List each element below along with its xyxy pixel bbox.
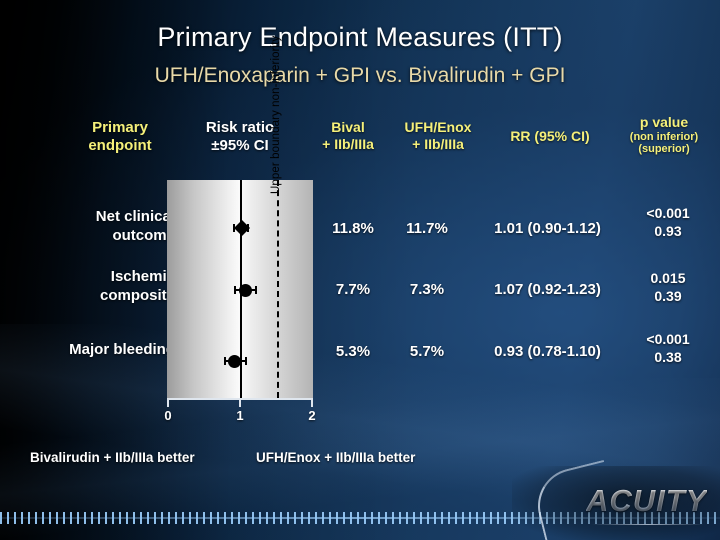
row-label-major-bleeding: Major bleeding [10,341,175,360]
cell-pvalue-row0: <0.001 0.93 [620,205,716,240]
logo-underline-decoration [592,524,704,525]
row-label-ischemic-composite: Ischemic composite [20,268,175,306]
noninferiority-boundary-label: Upper boundary non-inferiority [270,35,282,194]
slide-title: Primary Endpoint Measures (ITT) [157,22,563,52]
ecg-baseline-decoration [0,517,720,519]
header-riskratio-line1: Risk ratio [205,119,275,136]
header-endpoint-line1: Primary [92,119,148,136]
cell-p-superior-row2: 0.38 [654,348,682,365]
axis-tick-1 [239,398,241,407]
column-header-p-value: p value (non inferior) (superior) [612,114,716,156]
forest-plot-axis [167,398,313,407]
cell-ufh-enox-row0: 11.7% [406,220,448,237]
header-riskratio-line2: ±95% CI [211,136,269,154]
cell-bival-row0: 11.8% [332,220,374,237]
cell-rr-ci-row2: 0.93 (0.78-1.10) [494,343,601,360]
column-header-risk-ratio: Risk ratio ±95% CI [178,119,302,154]
point-estimate-row0 [233,220,250,236]
cell-p-noninferior-row2: <0.001 [646,331,690,347]
header-bival-line2: + IIb/IIIa [322,135,374,152]
slide-subtitle: UFH/Enoxaparin + GPI vs. Bivalirudin + G… [154,64,566,87]
cell-ufh-enox-row2: 5.7% [409,343,445,360]
column-header-bival: Bival + IIb/IIIa [308,119,388,152]
cell-bival-row2: 5.3% [335,343,371,360]
cell-p-superior-row1: 0.39 [654,287,682,304]
axis-tick-label-2: 2 [308,408,316,423]
forest-plot: Upper boundary non-inferiority [167,36,313,398]
cell-p-noninferior-row0: <0.001 [646,205,690,221]
header-pvalue-superior: (superior) [638,143,690,156]
point-estimate-row2 [228,355,242,368]
header-endpoint-line2: endpoint [88,136,152,154]
logo-backdrop [512,466,720,540]
header-ufh-line2: + IIb/IIIa [412,135,464,152]
forest-plot-noninferiority-boundary-line [277,180,279,398]
row0-endpoint-line1: Net clinical [95,208,175,225]
column-header-rr-ci: RR (95% CI) [510,128,590,144]
cell-bival-row1: 7.7% [335,281,371,298]
header-bival-line1: Bival [331,119,365,135]
acuity-logo: ACUITY [586,483,708,518]
column-header-ufh-enox: UFH/Enox + IIb/IIIa [388,119,488,152]
row1-endpoint-line1: Ischemic [110,268,175,285]
row-label-net-clinical-outcome: Net clinical outcome [20,208,175,246]
cell-rr-ci-row1: 1.07 (0.92-1.23) [494,281,601,298]
row0-endpoint-line2: outcome [112,226,175,244]
cell-ufh-enox-row1: 7.3% [409,281,445,298]
caption-bivalirudin-better: Bivalirudin + IIb/IIIa better [30,450,195,465]
point-estimate-row1 [238,284,252,297]
axis-tick-label-1: 1 [236,408,244,423]
axis-tick-2 [311,398,313,407]
axis-tick-0 [167,398,169,407]
cell-pvalue-row1: 0.015 0.39 [620,270,716,305]
header-ufh-line1: UFH/Enox [404,119,472,135]
caption-ufh-enox-better: UFH/Enox + IIb/IIIa better [256,450,416,465]
cell-pvalue-row2: <0.001 0.38 [620,331,716,366]
row2-endpoint-line1: Major bleeding [69,341,175,358]
column-header-primary-endpoint: Primary endpoint [60,119,180,154]
cell-p-superior-row0: 0.93 [654,222,682,239]
header-pvalue-title: p value [639,114,689,130]
cell-p-noninferior-row1: 0.015 [650,270,686,286]
axis-tick-label-0: 0 [164,408,172,423]
header-pvalue-noninferior: (non inferior) [629,130,699,143]
row1-endpoint-line2: composite [99,286,175,304]
cell-rr-ci-row0: 1.01 (0.90-1.12) [494,220,601,237]
